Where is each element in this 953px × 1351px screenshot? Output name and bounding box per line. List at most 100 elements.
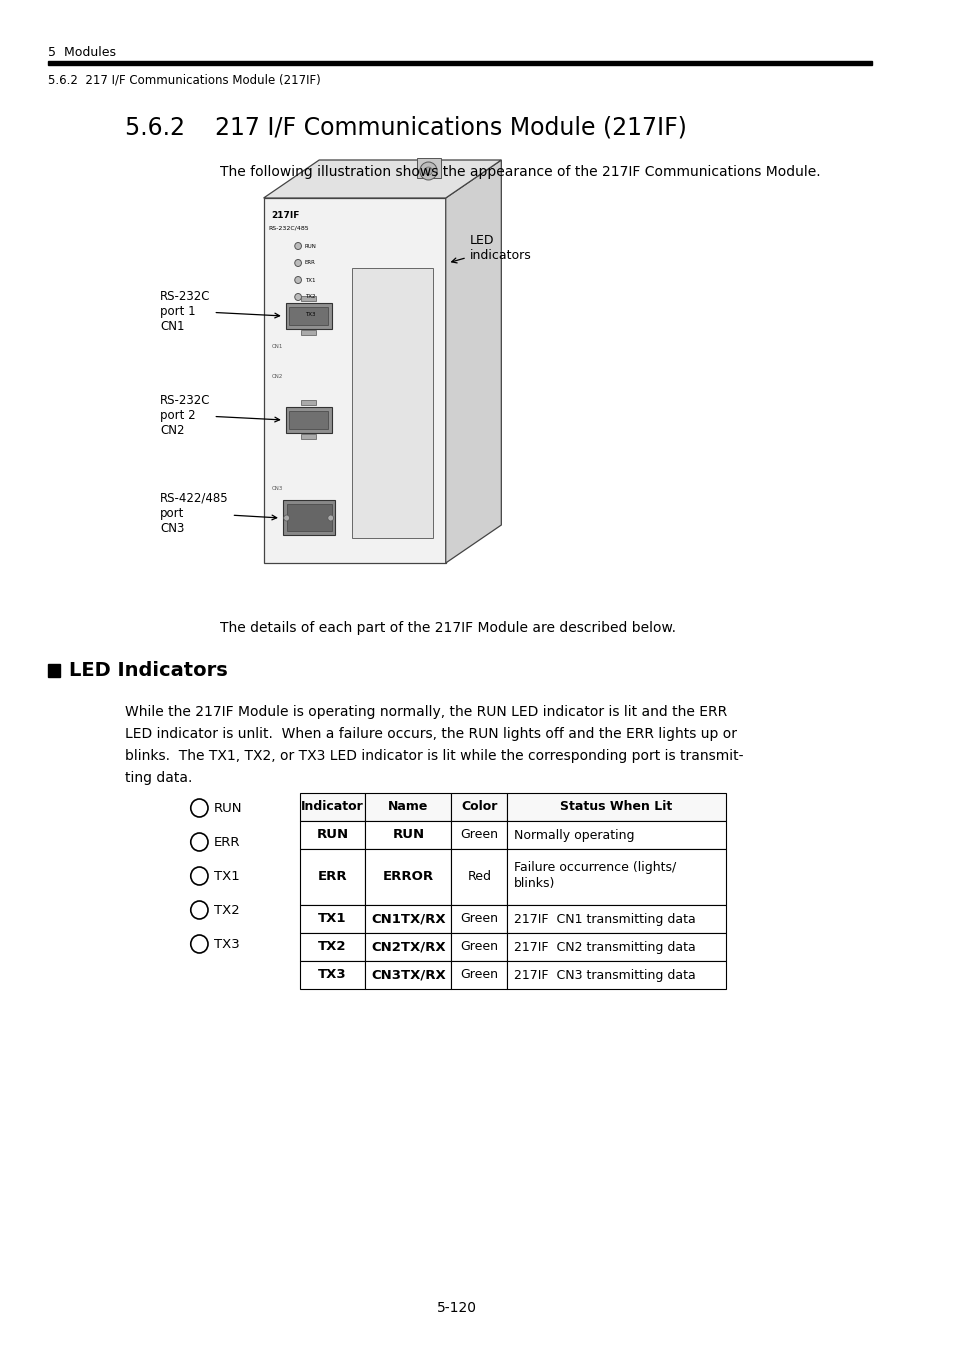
Text: TX3: TX3 [213,938,239,951]
Circle shape [294,259,301,266]
Text: Failure occurrence (lights/: Failure occurrence (lights/ [514,862,676,874]
Text: 5  Modules: 5 Modules [48,46,116,58]
Text: Name: Name [388,801,428,813]
Bar [451,905,507,934]
Bar [365,934,451,961]
Circle shape [191,935,208,952]
Text: 5.6.2    217 I/F Communications Module (217IF): 5.6.2 217 I/F Communications Module (217… [125,116,686,141]
Circle shape [424,168,432,176]
Bar [451,793,507,821]
Text: ERR: ERR [305,261,315,266]
Text: The following illustration shows the appearance of the 217IF Communications Modu: The following illustration shows the app… [220,165,821,178]
Text: Indicator: Indicator [301,801,364,813]
Bar [289,307,328,326]
Text: ERR: ERR [213,835,240,848]
Text: TX1: TX1 [213,870,239,882]
Text: 5.6.2  217 I/F Communications Module (217IF): 5.6.2 217 I/F Communications Module (217… [48,73,320,86]
Bar [285,303,332,330]
Circle shape [294,293,301,300]
Text: While the 217IF Module is operating normally, the RUN LED indicator is lit and t: While the 217IF Module is operating norm… [125,705,726,719]
Bar [48,61,871,65]
Text: TX2: TX2 [213,904,239,916]
Text: blinks): blinks) [514,878,555,890]
Text: TX1: TX1 [318,912,347,925]
Text: RS-422/485
port
CN3: RS-422/485 port CN3 [160,492,276,535]
Circle shape [191,901,208,919]
Text: LED Indicators: LED Indicators [69,662,228,681]
Bar [507,848,725,905]
Text: CN3TX/RX: CN3TX/RX [371,969,445,981]
Text: TX2: TX2 [305,295,315,300]
Text: 217IF  CN3 transmitting data: 217IF CN3 transmitting data [514,969,695,981]
Text: TX1: TX1 [305,277,315,282]
Bar [299,821,365,848]
Bar [301,434,316,439]
Circle shape [191,867,208,885]
Circle shape [191,834,208,851]
Text: RS-232C/485: RS-232C/485 [268,226,309,231]
Bar [299,793,365,821]
Text: Status When Lit: Status When Lit [559,801,672,813]
Text: ERROR: ERROR [382,870,434,884]
Bar [507,905,725,934]
Text: Red: Red [467,870,491,884]
Bar [299,961,365,989]
Circle shape [294,277,301,284]
Bar [365,848,451,905]
Bar [301,400,316,405]
Text: 217IF: 217IF [271,212,299,220]
Circle shape [294,242,301,250]
Bar [286,504,332,531]
Circle shape [294,311,301,317]
Bar [299,934,365,961]
Bar [451,961,507,989]
Bar [365,821,451,848]
Text: LED indicator is unlit.  When a failure occurs, the RUN lights off and the ERR l: LED indicator is unlit. When a failure o… [125,727,736,740]
Bar [352,267,433,538]
Polygon shape [445,159,501,563]
Text: RUN: RUN [213,801,242,815]
Text: Color: Color [460,801,497,813]
Text: LED
indicators: LED indicators [451,234,531,263]
Text: CN3: CN3 [271,485,282,490]
Polygon shape [263,159,501,199]
Text: TX3: TX3 [305,312,315,316]
Bar [416,158,440,178]
Text: RS-232C
port 1
CN1: RS-232C port 1 CN1 [160,289,279,332]
Text: RUN: RUN [316,828,348,842]
Circle shape [191,798,208,817]
Text: Green: Green [459,940,497,954]
Text: CN1: CN1 [271,343,282,349]
Text: 5-120: 5-120 [436,1301,476,1315]
Bar [451,821,507,848]
Text: CN2: CN2 [271,373,282,378]
Text: ERR: ERR [317,870,347,884]
Bar [507,934,725,961]
Bar [451,934,507,961]
Bar [299,848,365,905]
Circle shape [419,162,436,180]
Text: TX3: TX3 [318,969,347,981]
Circle shape [283,515,289,521]
Bar [285,407,332,434]
Text: RS-232C
port 2
CN2: RS-232C port 2 CN2 [160,393,279,436]
Text: The details of each part of the 217IF Module are described below.: The details of each part of the 217IF Mo… [220,621,676,635]
Bar [507,793,725,821]
Bar [365,793,451,821]
Bar [365,905,451,934]
Bar [299,905,365,934]
Polygon shape [263,199,445,563]
Bar [48,663,60,677]
Text: RUN: RUN [392,828,424,842]
Text: TX2: TX2 [318,940,347,954]
Bar [289,411,328,430]
Bar [301,296,316,301]
Text: CN1TX/RX: CN1TX/RX [371,912,445,925]
Text: blinks.  The TX1, TX2, or TX3 LED indicator is lit while the corresponding port : blinks. The TX1, TX2, or TX3 LED indicat… [125,748,742,763]
Bar [451,848,507,905]
Bar [365,961,451,989]
Text: Green: Green [459,912,497,925]
Bar [301,330,316,335]
Text: Green: Green [459,969,497,981]
Circle shape [328,515,334,521]
